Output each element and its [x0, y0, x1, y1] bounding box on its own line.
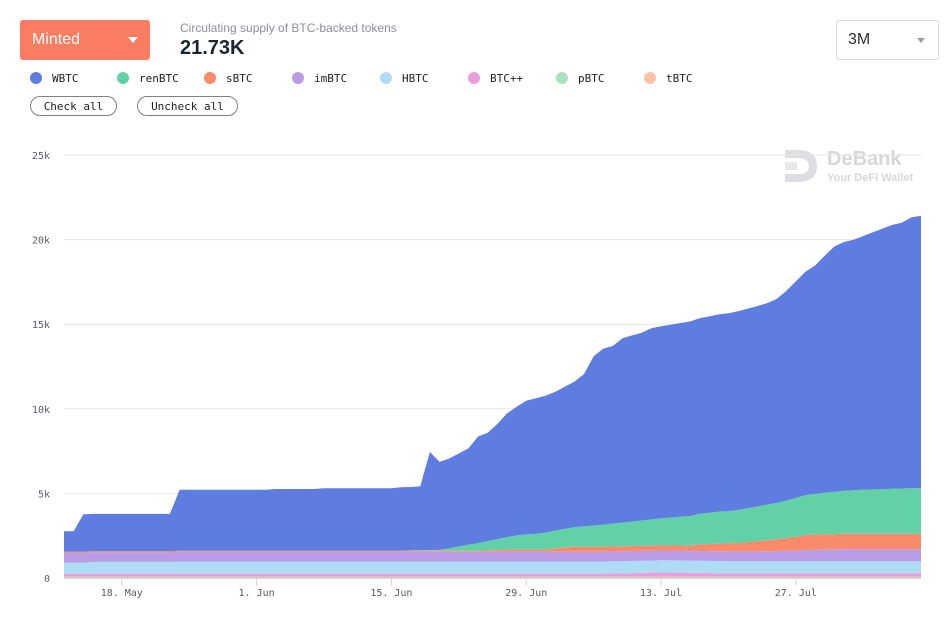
- area-series: [64, 215, 921, 578]
- legend-label: WBTC: [52, 71, 79, 85]
- legend-label: tBTC: [666, 71, 693, 85]
- time-range-select[interactable]: 3M: [836, 20, 939, 60]
- area-series-tbtc: [64, 577, 921, 578]
- stacked-area-chart: 0 5k 10k 15k 20k 25k 18. May 1. Jun 15. Jun 29. J…: [32, 151, 921, 599]
- uncheck-all-button[interactable]: Uncheck all: [137, 96, 238, 116]
- caret-down-icon: [128, 37, 138, 43]
- total-supply-value: 21.73K: [180, 37, 245, 59]
- y-tick-label: 15k: [32, 320, 50, 331]
- check-all-button[interactable]: Check all: [30, 96, 117, 116]
- legend-item-wbtc[interactable]: WBTC: [30, 68, 79, 88]
- legend-dot-icon: [556, 72, 568, 84]
- legend-dot-icon: [468, 72, 480, 84]
- metric-dropdown-label: Minted: [32, 31, 81, 48]
- caret-down-icon: [917, 38, 925, 43]
- legend-item-tbtc[interactable]: tBTC: [644, 68, 693, 88]
- x-tick-label: 13. Jul: [640, 588, 682, 599]
- legend-item-sbtc[interactable]: sBTC: [204, 68, 253, 88]
- legend-dot-icon: [380, 72, 392, 84]
- y-tick-label: 5k: [38, 489, 50, 500]
- watermark-brand: DeBank: [827, 148, 902, 170]
- area-series-pbtc: [64, 576, 921, 578]
- x-tick-label: 27. Jul: [775, 588, 817, 599]
- x-tick-label: 18. May: [101, 588, 143, 599]
- chart-axes: 0 5k 10k 15k 20k 25k 18. May 1. Jun 15. Jun 29. J…: [32, 151, 921, 599]
- x-tick-label: 29. Jun: [505, 588, 547, 599]
- area-series-sbtc: [64, 533, 921, 553]
- legend-dot-icon: [644, 72, 656, 84]
- y-tick-label: 10k: [32, 405, 50, 416]
- x-tick-label: 15. Jun: [370, 588, 412, 599]
- chart-subtitle: Circulating supply of BTC-backed tokens: [180, 21, 397, 35]
- legend-label: sBTC: [226, 71, 253, 85]
- legend-item-hbtc[interactable]: HBTC: [380, 68, 429, 88]
- area-series-hbtc: [64, 560, 921, 574]
- legend-label: imBTC: [314, 71, 348, 85]
- legend-item-btcpp[interactable]: BTC++: [468, 68, 523, 88]
- y-tick-label: 0: [44, 574, 50, 585]
- metric-dropdown[interactable]: Minted: [20, 20, 150, 60]
- area-series-wbtc: [64, 215, 921, 552]
- legend-item-renbtc[interactable]: renBTC: [117, 68, 179, 88]
- chart-legend: WBTC renBTC sBTC imBTC HBTC BTC++ pBTC t…: [0, 68, 760, 88]
- debank-logo-icon: [785, 150, 817, 182]
- legend-label: HBTC: [402, 71, 429, 85]
- legend-label: pBTC: [578, 71, 605, 85]
- legend-dot-icon: [117, 72, 129, 84]
- area-series-btcpp: [64, 572, 921, 577]
- legend-dot-icon: [292, 72, 304, 84]
- legend-dot-icon: [30, 72, 42, 84]
- area-series-renbtc: [64, 488, 921, 552]
- time-range-label: 3M: [848, 31, 871, 48]
- legend-label: BTC++: [490, 71, 524, 85]
- legend-item-pbtc[interactable]: pBTC: [556, 68, 605, 88]
- area-series-imbtc: [64, 549, 921, 563]
- x-tick-label: 1. Jun: [239, 588, 275, 599]
- legend-item-imbtc[interactable]: imBTC: [292, 68, 347, 88]
- legend-label: renBTC: [139, 71, 179, 85]
- legend-dot-icon: [204, 72, 216, 84]
- watermark-tagline: Your DeFi Wallet: [827, 172, 914, 184]
- debank-watermark: DeBank Your DeFi Wallet: [783, 148, 923, 186]
- y-tick-label: 20k: [32, 236, 50, 247]
- y-tick-label: 25k: [32, 151, 50, 162]
